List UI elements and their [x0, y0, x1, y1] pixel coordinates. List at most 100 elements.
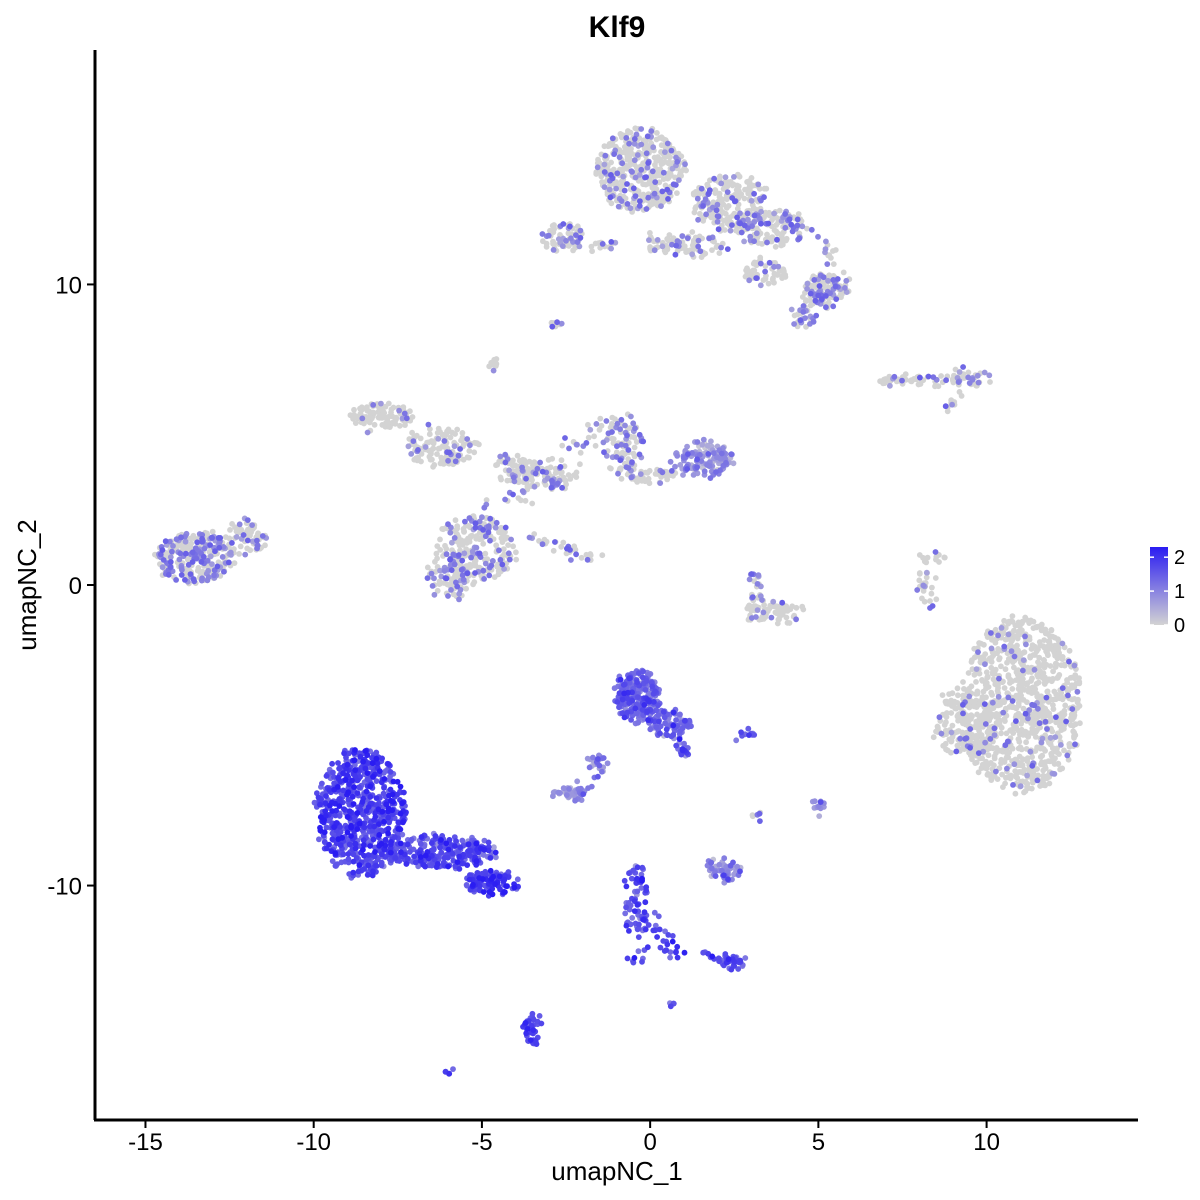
cell-point — [603, 418, 610, 424]
cell-point — [748, 615, 755, 621]
cell-point — [750, 182, 757, 189]
cell-point — [472, 520, 479, 527]
cell-point — [356, 784, 362, 791]
cell-point — [1015, 628, 1022, 635]
cell-point — [159, 547, 166, 553]
cell-point — [670, 731, 677, 738]
cell-point — [1070, 728, 1077, 735]
cell-point — [646, 180, 652, 187]
cell-point — [558, 457, 565, 464]
cell-point — [651, 190, 658, 197]
cell-point — [676, 172, 683, 179]
cell-point — [1041, 657, 1047, 664]
cell-point — [733, 227, 739, 234]
cell-point — [833, 296, 840, 302]
cell-point — [967, 726, 974, 732]
cell-point — [559, 442, 566, 449]
cell-point — [630, 185, 637, 192]
cell-point — [160, 557, 167, 563]
cell-point — [647, 230, 653, 236]
cell-point — [744, 210, 751, 217]
cell-point — [608, 200, 615, 207]
cell-point — [1050, 668, 1056, 675]
cell-point — [1004, 765, 1010, 772]
cell-point — [774, 230, 781, 237]
cell-point — [1012, 790, 1019, 797]
cell-point — [949, 401, 955, 408]
cell-point — [748, 197, 755, 204]
cell-point — [960, 679, 966, 685]
cell-point — [987, 379, 993, 385]
cell-point — [948, 710, 955, 716]
cell-point — [1036, 720, 1043, 727]
cell-point — [1041, 710, 1047, 717]
cell-point — [799, 223, 806, 230]
cell-point — [1032, 748, 1039, 754]
cell-point — [760, 609, 767, 616]
cell-point — [992, 666, 999, 673]
cell-point — [443, 551, 450, 558]
cell-point — [523, 475, 529, 482]
cell-point — [930, 734, 937, 741]
cell-point — [596, 426, 603, 433]
cell-point — [741, 238, 747, 245]
cell-point — [655, 913, 662, 920]
cell-point — [920, 582, 927, 589]
cell-point — [199, 570, 206, 577]
cell-point — [670, 472, 676, 479]
cell-point — [1057, 766, 1063, 773]
cell-point — [359, 415, 366, 422]
cell-point — [615, 470, 621, 477]
cell-point — [578, 554, 585, 561]
cell-point — [1029, 730, 1036, 736]
cell-point — [997, 747, 1003, 754]
cell-point — [471, 449, 478, 456]
cell-point — [611, 151, 618, 158]
cell-point — [631, 434, 638, 441]
cell-point — [973, 721, 980, 727]
cell-point — [1035, 772, 1041, 779]
cell-point — [551, 226, 557, 233]
cell-point — [642, 478, 648, 485]
cell-point — [960, 720, 966, 727]
cell-point — [788, 221, 795, 228]
cell-point — [617, 457, 624, 464]
cell-point — [976, 640, 982, 646]
cell-point — [642, 687, 649, 693]
cell-point — [673, 742, 680, 749]
cell-point — [781, 608, 788, 614]
cell-point — [803, 297, 809, 304]
cell-point — [624, 201, 631, 207]
cell-point — [510, 474, 517, 481]
cell-point — [707, 475, 714, 481]
cell-point — [730, 460, 737, 467]
cell-point — [708, 438, 714, 445]
cell-point — [207, 542, 214, 548]
cell-point — [1027, 748, 1034, 755]
cell-point — [194, 539, 201, 546]
cell-point — [742, 955, 749, 961]
cell-point — [807, 290, 814, 297]
cell-point — [721, 855, 728, 862]
cell-point — [1005, 631, 1012, 638]
cell-point — [519, 456, 526, 463]
cell-point — [718, 450, 725, 457]
cell-point — [1074, 705, 1081, 711]
cell-point — [652, 179, 659, 186]
cell-point — [460, 436, 466, 442]
cell-point — [387, 769, 394, 775]
cell-point — [461, 529, 467, 535]
cell-point — [813, 312, 820, 319]
cell-point — [751, 732, 758, 738]
cell-point — [755, 181, 762, 188]
cell-point — [1031, 711, 1038, 718]
cell-point — [513, 549, 519, 556]
cell-point — [667, 458, 674, 465]
cell-point — [446, 449, 453, 456]
cell-point — [537, 459, 543, 466]
cell-point — [690, 191, 697, 198]
cell-point — [589, 248, 595, 255]
cell-point — [828, 255, 834, 261]
cell-point — [811, 277, 818, 283]
cell-point — [698, 254, 705, 260]
